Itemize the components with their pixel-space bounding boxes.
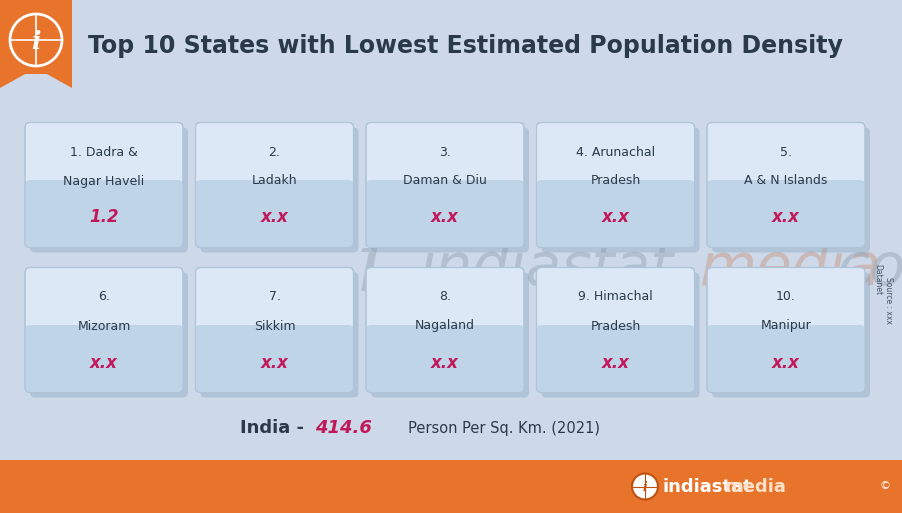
Text: 5.: 5. <box>780 146 792 159</box>
FancyBboxPatch shape <box>707 267 865 392</box>
Text: indiastat: indiastat <box>662 478 751 496</box>
Text: 4. Arunachal: 4. Arunachal <box>576 146 655 159</box>
FancyBboxPatch shape <box>537 267 695 392</box>
Text: Sikkim: Sikkim <box>253 320 295 332</box>
Text: Ladakh: Ladakh <box>252 174 298 187</box>
FancyBboxPatch shape <box>25 180 183 247</box>
FancyBboxPatch shape <box>541 128 699 252</box>
Text: indiastat: indiastat <box>420 240 674 297</box>
Text: 3.: 3. <box>439 146 451 159</box>
Text: A & N Islands: A & N Islands <box>744 174 828 187</box>
FancyBboxPatch shape <box>537 123 695 247</box>
Text: 2.: 2. <box>269 146 281 159</box>
Text: x.x: x.x <box>431 353 459 371</box>
FancyBboxPatch shape <box>712 272 870 398</box>
Text: Source : xxx: Source : xxx <box>883 277 892 323</box>
FancyBboxPatch shape <box>366 180 524 247</box>
Text: media: media <box>724 478 786 496</box>
FancyBboxPatch shape <box>366 123 524 247</box>
Text: 10.: 10. <box>776 290 796 304</box>
Text: x.x: x.x <box>772 208 800 227</box>
Text: 8.: 8. <box>439 290 451 304</box>
FancyBboxPatch shape <box>196 123 354 247</box>
FancyBboxPatch shape <box>25 267 183 392</box>
Text: x.x: x.x <box>772 353 800 371</box>
FancyBboxPatch shape <box>30 128 188 252</box>
Polygon shape <box>0 68 72 88</box>
FancyBboxPatch shape <box>0 460 902 513</box>
FancyBboxPatch shape <box>537 325 695 392</box>
Text: i: i <box>32 30 41 54</box>
Text: Person Per Sq. Km. (2021): Person Per Sq. Km. (2021) <box>385 421 600 436</box>
Text: Manipur: Manipur <box>760 320 812 332</box>
Text: i: i <box>642 481 648 494</box>
Text: India -: India - <box>240 419 310 437</box>
Text: Top 10 States with Lowest Estimated Population Density: Top 10 States with Lowest Estimated Popu… <box>88 34 842 58</box>
Text: Nagar Haveli: Nagar Haveli <box>63 174 144 187</box>
Text: x.x: x.x <box>261 353 289 371</box>
FancyBboxPatch shape <box>541 272 699 398</box>
FancyBboxPatch shape <box>712 128 870 252</box>
Text: ©: © <box>879 482 890 491</box>
Circle shape <box>632 473 658 500</box>
FancyBboxPatch shape <box>707 180 865 247</box>
FancyBboxPatch shape <box>196 267 354 392</box>
FancyBboxPatch shape <box>537 180 695 247</box>
FancyBboxPatch shape <box>200 128 358 252</box>
Text: x.x: x.x <box>90 353 118 371</box>
Text: Nagaland: Nagaland <box>415 320 475 332</box>
Text: Datanet: Datanet <box>873 264 882 295</box>
Text: 6.: 6. <box>98 290 110 304</box>
Text: Pradesh: Pradesh <box>591 320 640 332</box>
Text: x.x: x.x <box>602 353 630 371</box>
FancyBboxPatch shape <box>371 272 529 398</box>
FancyBboxPatch shape <box>25 123 183 247</box>
Text: 1. Dadra &: 1. Dadra & <box>70 146 138 159</box>
Text: i: i <box>356 228 383 308</box>
FancyBboxPatch shape <box>196 180 354 247</box>
FancyBboxPatch shape <box>200 272 358 398</box>
Text: 9. Himachal: 9. Himachal <box>578 290 653 304</box>
Text: .com: .com <box>820 240 902 297</box>
Text: Mizoram: Mizoram <box>78 320 131 332</box>
Text: Pradesh: Pradesh <box>591 174 640 187</box>
Text: 414.6: 414.6 <box>315 419 372 437</box>
Text: x.x: x.x <box>261 208 289 227</box>
FancyBboxPatch shape <box>707 325 865 392</box>
FancyBboxPatch shape <box>30 272 188 398</box>
Text: 1.2: 1.2 <box>89 208 119 227</box>
Text: x.x: x.x <box>431 208 459 227</box>
FancyBboxPatch shape <box>25 325 183 392</box>
FancyBboxPatch shape <box>366 267 524 392</box>
FancyBboxPatch shape <box>707 123 865 247</box>
FancyBboxPatch shape <box>196 325 354 392</box>
FancyBboxPatch shape <box>366 325 524 392</box>
FancyBboxPatch shape <box>371 128 529 252</box>
Text: x.x: x.x <box>602 208 630 227</box>
Text: Daman & Diu: Daman & Diu <box>403 174 487 187</box>
Text: media: media <box>700 240 882 297</box>
Text: 7.: 7. <box>269 290 281 304</box>
FancyBboxPatch shape <box>0 0 72 74</box>
